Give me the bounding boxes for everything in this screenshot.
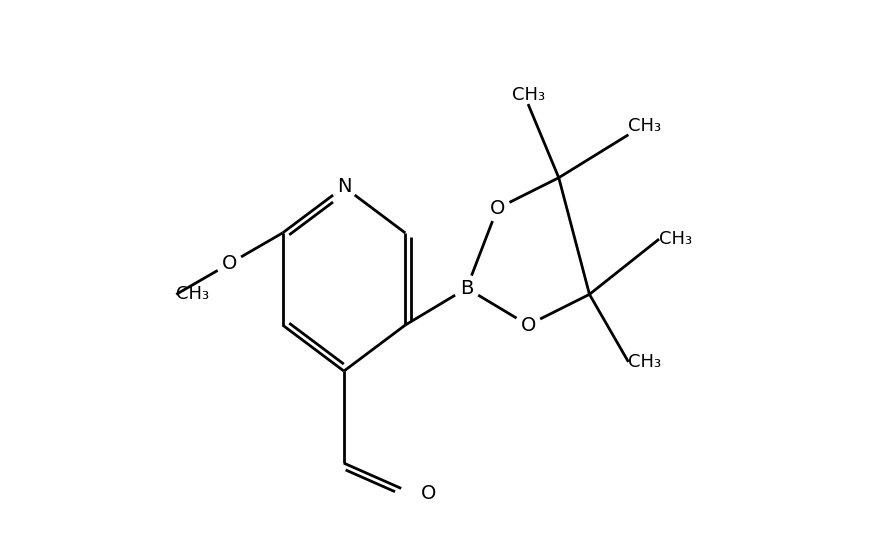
Text: O: O — [490, 199, 505, 218]
Text: CH₃: CH₃ — [659, 230, 692, 248]
Text: B: B — [460, 278, 473, 298]
Text: O: O — [521, 315, 535, 335]
Text: CH₃: CH₃ — [176, 285, 209, 304]
Text: O: O — [221, 254, 237, 273]
Text: CH₃: CH₃ — [629, 117, 662, 134]
Text: N: N — [337, 177, 351, 196]
Text: CH₃: CH₃ — [512, 86, 545, 104]
Text: CH₃: CH₃ — [629, 353, 662, 371]
Text: O: O — [421, 484, 436, 503]
